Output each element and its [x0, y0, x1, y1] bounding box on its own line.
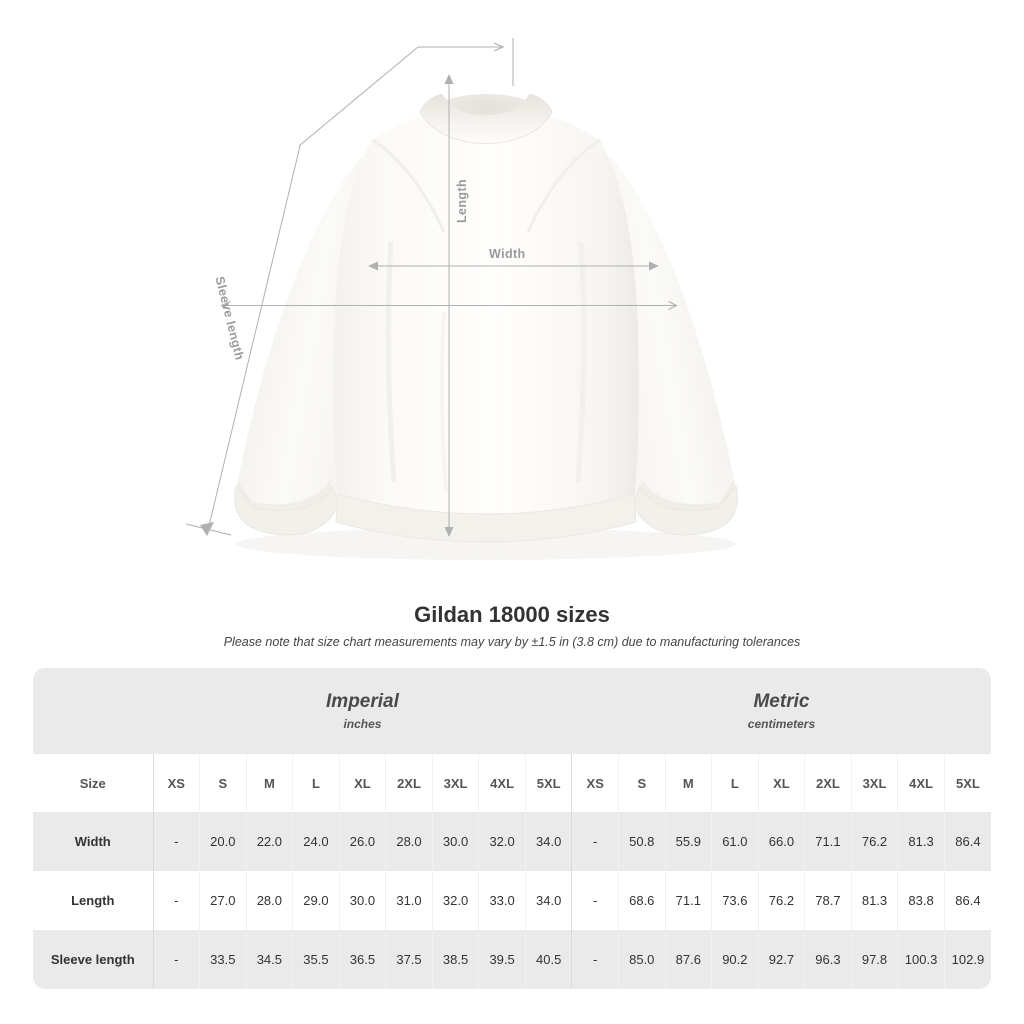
sweatshirt-illustration	[234, 93, 738, 560]
unit-system-name: Imperial	[326, 691, 399, 713]
cell-metric-xs: -	[571, 930, 619, 989]
cell-imperial-xl: 26.0	[338, 812, 386, 871]
cell-imperial-4xl: 33.0	[478, 871, 526, 930]
measurement-row-label: Length	[33, 871, 153, 930]
cell-metric-4xl: 81.3	[897, 812, 945, 871]
cell-imperial-2xl: 37.5	[385, 930, 433, 989]
size-header-metric-xs: XS	[571, 754, 619, 812]
cell-metric-xl: 92.7	[757, 930, 805, 989]
size-header-metric-5xl: 5XL	[943, 754, 991, 812]
size-chart-body: Width -20.0 22.0 24.0 26.0 28.0 30.0 32.0 34.0-5…	[33, 812, 991, 989]
size-chart-table: Imperial inches Metric centimeters Size XS S M…	[33, 668, 991, 989]
cell-imperial-xl: 36.5	[338, 930, 386, 989]
unit-system-unit: centimeters	[747, 716, 816, 731]
cell-metric-5xl: 86.4	[943, 812, 991, 871]
cell-metric-3xl: 97.8	[850, 930, 898, 989]
measurement-row-label: Width	[33, 812, 153, 871]
product-illustration-area: Length Width Sleeve length	[185, 38, 1024, 560]
cell-imperial-2xl: 31.0	[385, 871, 433, 930]
cell-imperial-5xl: 40.5	[524, 930, 572, 989]
cell-imperial-3xl: 30.0	[431, 812, 479, 871]
system-row-spacer	[33, 668, 153, 754]
size-header-imperial-s: S	[199, 754, 247, 812]
cell-imperial-xl: 30.0	[338, 871, 386, 930]
size-header-imperial-l: L	[292, 754, 340, 812]
size-header-metric-4xl: 4XL	[897, 754, 945, 812]
cell-metric-xs: -	[571, 871, 619, 930]
size-header-imperial-5xl: 5XL	[524, 754, 572, 812]
size-header-row: Size XS S M L XL 2XL 3XL 4XL 5XL XS S M L XL 2XL 3XL 4XL 5…	[33, 754, 991, 812]
size-header-metric-3xl: 3XL	[850, 754, 898, 812]
size-header-metric-xl: XL	[757, 754, 805, 812]
table-row: Width -20.0 22.0 24.0 26.0 28.0 30.0 32.0 34.0-5…	[33, 812, 991, 871]
cell-imperial-s: 33.5	[199, 930, 247, 989]
cell-imperial-xs: -	[152, 812, 200, 871]
unit-system-name: Metric	[753, 691, 810, 713]
cell-imperial-xs: -	[152, 930, 200, 989]
cell-imperial-5xl: 34.0	[524, 871, 572, 930]
cell-metric-xl: 76.2	[757, 871, 805, 930]
unit-system-header-row: Imperial inches Metric centimeters	[33, 668, 991, 754]
cell-imperial-xs: -	[152, 871, 200, 930]
cell-metric-xl: 66.0	[757, 812, 805, 871]
width-measure-label: Width	[489, 247, 526, 261]
size-header-imperial-xl: XL	[338, 754, 386, 812]
cell-imperial-4xl: 39.5	[478, 930, 526, 989]
cell-metric-l: 73.6	[711, 871, 759, 930]
cell-metric-l: 61.0	[711, 812, 759, 871]
size-header-metric-2xl: 2XL	[804, 754, 852, 812]
cell-imperial-m: 22.0	[245, 812, 293, 871]
cell-metric-xs: -	[571, 812, 619, 871]
cell-metric-2xl: 78.7	[804, 871, 852, 930]
size-header-imperial-3xl: 3XL	[431, 754, 479, 812]
cell-metric-4xl: 83.8	[897, 871, 945, 930]
cell-metric-m: 55.9	[664, 812, 712, 871]
tolerance-note: Please note that size chart measurements…	[223, 635, 801, 649]
cell-metric-4xl: 100.3	[897, 930, 945, 989]
cell-imperial-s: 27.0	[199, 871, 247, 930]
cell-metric-m: 71.1	[664, 871, 712, 930]
page-title: Gildan 18000 sizes	[414, 602, 610, 627]
cell-imperial-3xl: 32.0	[431, 871, 479, 930]
cell-metric-2xl: 71.1	[804, 812, 852, 871]
cell-imperial-m: 34.5	[245, 930, 293, 989]
size-header-metric-l: L	[711, 754, 759, 812]
cell-metric-s: 50.8	[618, 812, 666, 871]
size-header-metric-m: M	[664, 754, 712, 812]
cell-imperial-l: 35.5	[292, 930, 340, 989]
size-header-imperial-m: M	[245, 754, 293, 812]
cell-metric-2xl: 96.3	[804, 930, 852, 989]
cell-metric-l: 90.2	[711, 930, 759, 989]
size-chart-table-container: Imperial inches Metric centimeters Size XS S M…	[33, 668, 991, 989]
cell-metric-3xl: 76.2	[850, 812, 898, 871]
size-column-label: Size	[33, 754, 153, 812]
table-row: Sleeve length -33.5 34.5 35.5 36.5 37.5 38.5 39…	[33, 930, 991, 989]
unit-system-header-imperial: Imperial inches	[153, 668, 572, 754]
measurement-row-label: Sleeve length	[33, 930, 153, 989]
cell-metric-5xl: 102.9	[943, 930, 991, 989]
unit-system-unit: inches	[343, 716, 382, 731]
size-header-imperial-2xl: 2XL	[385, 754, 433, 812]
cell-metric-5xl: 86.4	[943, 871, 991, 930]
cell-metric-3xl: 81.3	[850, 871, 898, 930]
cell-imperial-3xl: 38.5	[431, 930, 479, 989]
cell-imperial-l: 29.0	[292, 871, 340, 930]
cell-imperial-4xl: 32.0	[478, 812, 526, 871]
size-header-imperial-4xl: 4XL	[478, 754, 526, 812]
length-measure-label: Length	[455, 178, 469, 223]
cell-imperial-2xl: 28.0	[385, 812, 433, 871]
cell-metric-s: 68.6	[618, 871, 666, 930]
size-header-metric-s: S	[618, 754, 666, 812]
cell-metric-m: 87.6	[664, 930, 712, 989]
cell-imperial-s: 20.0	[199, 812, 247, 871]
cell-imperial-m: 28.0	[245, 871, 293, 930]
table-row: Length -27.0 28.0 29.0 30.0 31.0 32.0 33.0 34.0-…	[33, 871, 991, 930]
size-header-imperial-xs: XS	[152, 754, 200, 812]
cell-imperial-l: 24.0	[292, 812, 340, 871]
cell-metric-s: 85.0	[618, 930, 666, 989]
unit-system-header-metric: Metric centimeters	[571, 668, 991, 754]
cell-imperial-5xl: 34.0	[524, 812, 572, 871]
measurement-annotations	[185, 38, 1024, 537]
